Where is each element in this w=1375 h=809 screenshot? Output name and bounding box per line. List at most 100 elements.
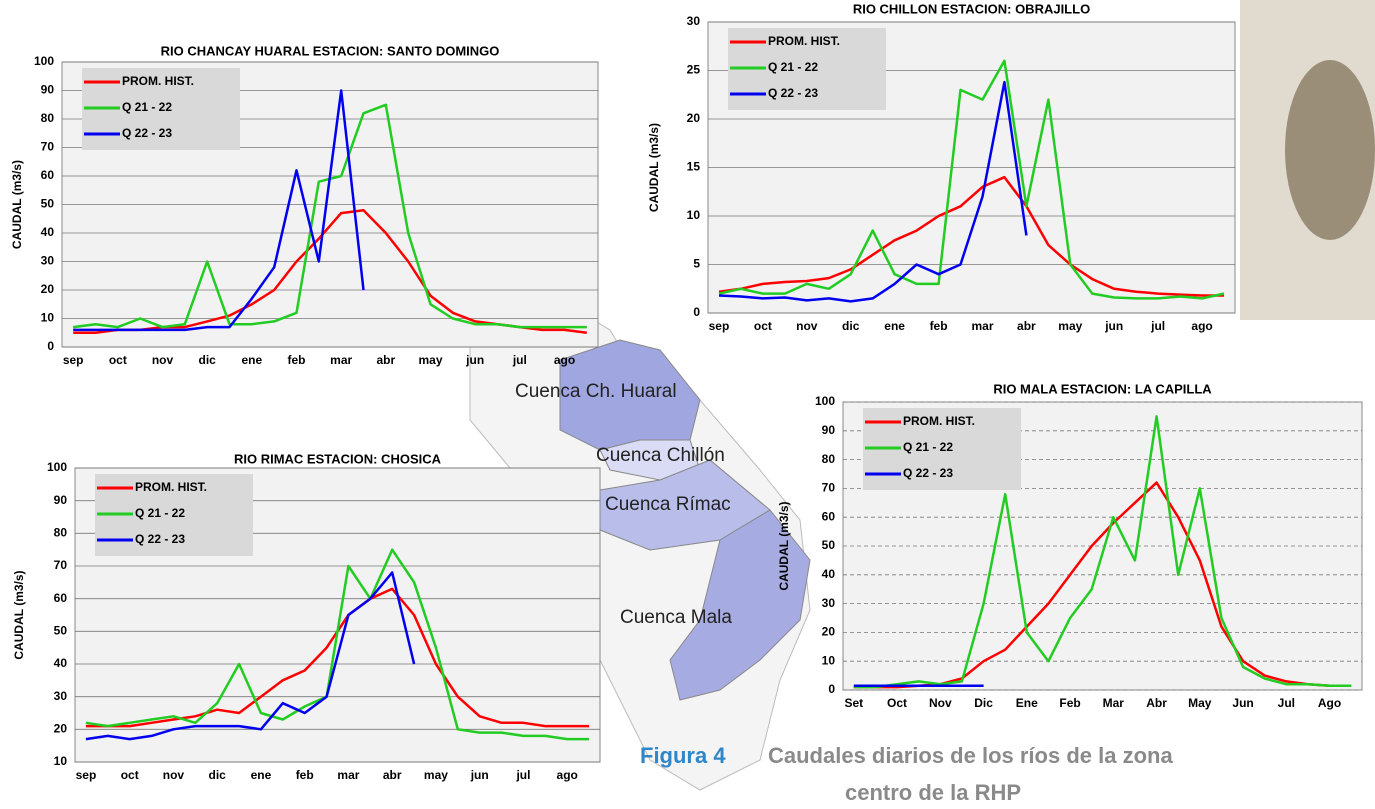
y-axis-label: CAUDAL (m3/s)	[647, 123, 661, 212]
y-tick-label: 50	[41, 197, 55, 211]
x-tick-label: Mar	[1103, 696, 1125, 710]
y-tick-label: 60	[822, 509, 836, 523]
x-tick-label: ago	[557, 768, 578, 782]
y-tick-label: 50	[54, 624, 68, 638]
y-tick-label: 10	[687, 208, 701, 222]
x-tick-label: jul	[512, 353, 527, 367]
legend-label: PROM. HIST.	[122, 74, 194, 88]
chart-title: RIO MALA ESTACION: LA CAPILLA	[993, 381, 1212, 396]
data-line	[718, 59, 1225, 300]
y-tick-label: 70	[822, 481, 836, 495]
y-tick-label: 70	[54, 558, 68, 572]
y-tick-label: 25	[687, 63, 701, 77]
x-tick-label: Nov	[929, 696, 952, 710]
y-tick-label: 30	[41, 254, 55, 268]
legend-label: Q 21 - 22	[135, 506, 185, 520]
x-tick-label: dic	[842, 319, 860, 333]
map-label: Cuenca Ch. Huaral	[515, 381, 677, 402]
y-tick-label: 60	[41, 168, 55, 182]
data-line	[85, 571, 416, 741]
y-tick-label: 90	[54, 493, 68, 507]
y-tick-label: 10	[822, 653, 836, 667]
x-tick-label: mar	[971, 319, 993, 333]
x-tick-label: sep	[76, 768, 97, 782]
x-tick-label: feb	[288, 353, 306, 367]
legend-label: Q 22 - 23	[135, 532, 185, 546]
y-tick-label: 80	[41, 111, 55, 125]
x-tick-label: Jul	[1278, 696, 1295, 710]
caption-text: Caudales diarios de los ríos de la zona	[768, 743, 1173, 768]
legend-label: Q 22 - 23	[903, 466, 953, 480]
data-line	[85, 548, 590, 741]
x-tick-label: jun	[465, 353, 484, 367]
y-tick-label: 30	[822, 596, 836, 610]
x-tick-label: abr	[376, 353, 395, 367]
x-tick-label: jun	[1104, 319, 1123, 333]
x-tick-label: Jun	[1232, 696, 1253, 710]
map-label: Cuenca Rímac	[605, 494, 731, 515]
data-line	[718, 80, 1028, 303]
map-label: Cuenca Mala	[620, 607, 732, 628]
x-tick-label: Dic	[974, 696, 993, 710]
x-tick-label: ene	[251, 768, 272, 782]
y-tick-label: 100	[815, 394, 835, 408]
x-tick-label: Abr	[1146, 696, 1167, 710]
y-tick-label: 5	[693, 257, 700, 271]
x-tick-label: jul	[1150, 319, 1165, 333]
x-tick-label: Ene	[1016, 696, 1038, 710]
y-tick-label: 30	[687, 14, 701, 28]
y-tick-label: 20	[822, 625, 836, 639]
x-tick-label: oct	[109, 353, 127, 367]
y-tick-label: 40	[822, 567, 836, 581]
y-tick-label: 50	[822, 538, 836, 552]
y-tick-label: 15	[687, 160, 701, 174]
legend-label: Q 22 - 23	[768, 86, 818, 100]
x-tick-label: mar	[337, 768, 359, 782]
y-tick-label: 20	[54, 722, 68, 736]
legend-label: PROM. HIST.	[135, 480, 207, 494]
y-axis-label: CAUDAL (m3/s)	[777, 501, 791, 590]
y-axis-label: CAUDAL (m3/s)	[10, 160, 24, 249]
x-tick-label: Ago	[1318, 696, 1341, 710]
x-tick-label: jul	[515, 768, 530, 782]
data-line	[853, 415, 1352, 689]
x-tick-label: oct	[121, 768, 139, 782]
y-tick-label: 80	[822, 452, 836, 466]
y-tick-label: 70	[41, 140, 55, 154]
x-tick-label: may	[424, 768, 448, 782]
caption-figure: Figura 4	[640, 743, 726, 768]
y-tick-label: 0	[828, 682, 835, 696]
x-tick-label: oct	[754, 319, 772, 333]
x-tick-label: abr	[1017, 319, 1036, 333]
y-tick-label: 100	[47, 460, 67, 474]
x-tick-label: may	[418, 353, 442, 367]
x-tick-label: abr	[383, 768, 402, 782]
x-tick-label: ago	[1191, 319, 1212, 333]
legend-label: PROM. HIST.	[768, 34, 840, 48]
x-tick-label: Set	[844, 696, 863, 710]
data-line	[73, 89, 365, 332]
y-tick-label: 0	[693, 305, 700, 319]
basin	[669, 509, 811, 701]
x-tick-label: nov	[796, 319, 818, 333]
x-tick-label: ago	[554, 353, 575, 367]
x-tick-label: nov	[152, 353, 174, 367]
chart-title: RIO CHILLON ESTACION: OBRAJILLO	[853, 1, 1090, 16]
y-tick-label: 30	[54, 689, 68, 703]
x-tick-label: dic	[198, 353, 216, 367]
caption-text: centro de la RHP	[845, 780, 1021, 805]
legend-label: PROM. HIST.	[903, 414, 975, 428]
x-tick-label: May	[1188, 696, 1212, 710]
y-tick-label: 10	[41, 311, 55, 325]
y-tick-label: 20	[41, 282, 55, 296]
y-tick-label: 100	[34, 54, 54, 68]
x-tick-label: dic	[209, 768, 227, 782]
y-tick-label: 20	[687, 111, 701, 125]
photo-figure	[1285, 60, 1375, 240]
x-tick-label: may	[1058, 319, 1082, 333]
x-tick-label: nov	[163, 768, 185, 782]
y-axis-label: CAUDAL (m3/s)	[12, 570, 26, 659]
y-tick-label: 10	[54, 754, 68, 768]
x-tick-label: ene	[884, 319, 905, 333]
